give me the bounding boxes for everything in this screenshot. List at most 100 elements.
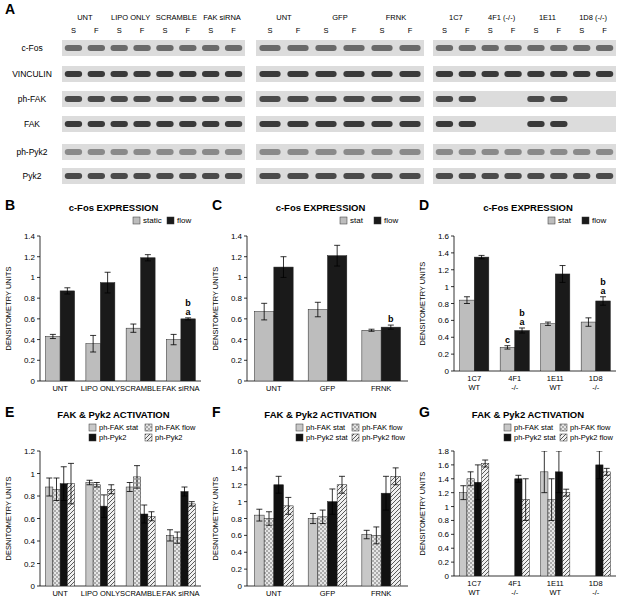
- x-tick-label-line: FAK siRNA: [162, 384, 200, 393]
- bar: [283, 506, 293, 586]
- row-label: ph-FAK: [18, 94, 47, 104]
- y-tick-label: 0.4: [24, 336, 36, 345]
- error-bar: [276, 476, 282, 493]
- x-tick-label: 1C7WT: [467, 374, 481, 392]
- x-tick-label-line: FRNK: [371, 384, 391, 393]
- blot-band: [287, 96, 308, 102]
- y-tick-label: 1: [445, 283, 450, 292]
- error-bar: [504, 346, 510, 349]
- error-bar: [334, 245, 340, 266]
- legend-label: ph-Pyk2 flow: [570, 433, 614, 442]
- bar: [596, 301, 611, 371]
- bar: [100, 506, 107, 586]
- error-bar: [549, 479, 555, 521]
- blot-band: [110, 71, 127, 77]
- y-axis-label: DESNITOMETRY UNITS: [4, 477, 13, 561]
- bar: [563, 493, 570, 576]
- blot-band: [343, 45, 364, 51]
- lane-label: S: [208, 26, 213, 35]
- bar: [126, 328, 140, 381]
- x-tick-label: LIPO ONLY: [81, 589, 120, 598]
- legend: staticflow: [133, 216, 191, 225]
- x-tick-label: 1D8-/-: [589, 579, 603, 597]
- y-tick-label: 1: [31, 470, 36, 479]
- legend-swatch: [296, 424, 303, 431]
- chart-panel: FFAK & Pyk2 ACTIVATIONph-FAK statph-FAK …: [211, 404, 408, 598]
- lane-label: S: [488, 26, 493, 35]
- error-bar: [127, 483, 133, 492]
- blot-band: [527, 121, 544, 127]
- condition-label: LIPO ONLY: [111, 13, 150, 22]
- legend-label: ph-FAK stat: [306, 423, 346, 432]
- blot-band: [315, 96, 336, 102]
- bar: [318, 517, 328, 586]
- blot-band: [371, 45, 392, 51]
- x-tick-label: SCRAMBLE: [120, 589, 161, 598]
- error-bar: [383, 476, 389, 510]
- error-bar: [364, 530, 370, 538]
- y-tick-label: 0.2: [231, 565, 243, 574]
- error-bar: [68, 463, 74, 504]
- blot-band: [179, 121, 196, 127]
- error-bar: [130, 324, 136, 332]
- error-bar: [61, 467, 67, 501]
- blot-band: [287, 45, 308, 51]
- error-bar: [171, 334, 177, 344]
- panel-label: C: [212, 197, 222, 213]
- x-tick-label-line: -/-: [511, 588, 519, 597]
- y-tick-label: 1.2: [24, 253, 36, 262]
- blot-band: [573, 71, 590, 77]
- significance-label: b: [388, 314, 394, 324]
- blot-band: [459, 45, 476, 51]
- bar: [500, 347, 515, 371]
- error-bar: [560, 266, 566, 283]
- x-tick-label: 4F1-/-: [508, 579, 521, 597]
- blot-panel: Ac-FosVINCULINph-FAKFAKph-Pyk2Pyk2UNTLIP…: [5, 1, 616, 184]
- blot-band: [371, 121, 392, 127]
- y-tick: [451, 320, 454, 321]
- legend-swatch: [89, 434, 96, 441]
- blot-band: [179, 96, 196, 102]
- blot-band: [315, 149, 336, 155]
- blot-band: [550, 173, 567, 179]
- legend-label: static: [143, 216, 162, 225]
- error-bar: [604, 468, 610, 475]
- blot-band: [179, 149, 196, 155]
- blot-band: [156, 149, 173, 155]
- y-tick: [244, 236, 247, 237]
- lane-label: F: [465, 26, 470, 35]
- x-tick-label: FAK siRNA: [162, 384, 200, 393]
- blot-band: [481, 149, 498, 155]
- y-tick-label: 1.2: [231, 253, 243, 262]
- x-tick-label: UNT: [266, 589, 282, 598]
- error-bar: [339, 476, 345, 493]
- bar: [93, 485, 100, 586]
- y-tick: [244, 381, 247, 382]
- legend-swatch: [133, 217, 140, 224]
- legend-label: ph-FAK stat: [514, 423, 554, 432]
- blot-band: [399, 71, 420, 77]
- x-tick-label-line: LIPO ONLY: [81, 589, 120, 598]
- row-label: c-Fos: [21, 43, 42, 53]
- y-tick: [451, 576, 454, 577]
- error-bar: [482, 460, 488, 467]
- y-tick: [244, 451, 247, 452]
- y-tick-label: 0.4: [24, 537, 36, 546]
- y-tick-label: 0.6: [438, 316, 450, 325]
- x-tick-label-line: UNT: [52, 589, 68, 598]
- blot-band: [156, 71, 173, 77]
- x-tick-label-line: 1D8: [589, 579, 603, 588]
- legend-swatch: [548, 217, 555, 224]
- error-bar: [373, 527, 379, 544]
- y-tick-label: 1.4: [231, 232, 243, 241]
- bar: [181, 319, 195, 381]
- y-tick: [244, 256, 247, 257]
- y-tick-label: 1.6: [438, 461, 450, 470]
- x-tick-label-line: UNT: [266, 589, 282, 598]
- error-bar: [105, 272, 111, 293]
- x-tick-label: GFP: [320, 589, 335, 598]
- blot-band: [399, 45, 420, 51]
- error-bar: [393, 468, 399, 485]
- blot-band: [110, 96, 127, 102]
- y-tick-label: 1.4: [438, 475, 450, 484]
